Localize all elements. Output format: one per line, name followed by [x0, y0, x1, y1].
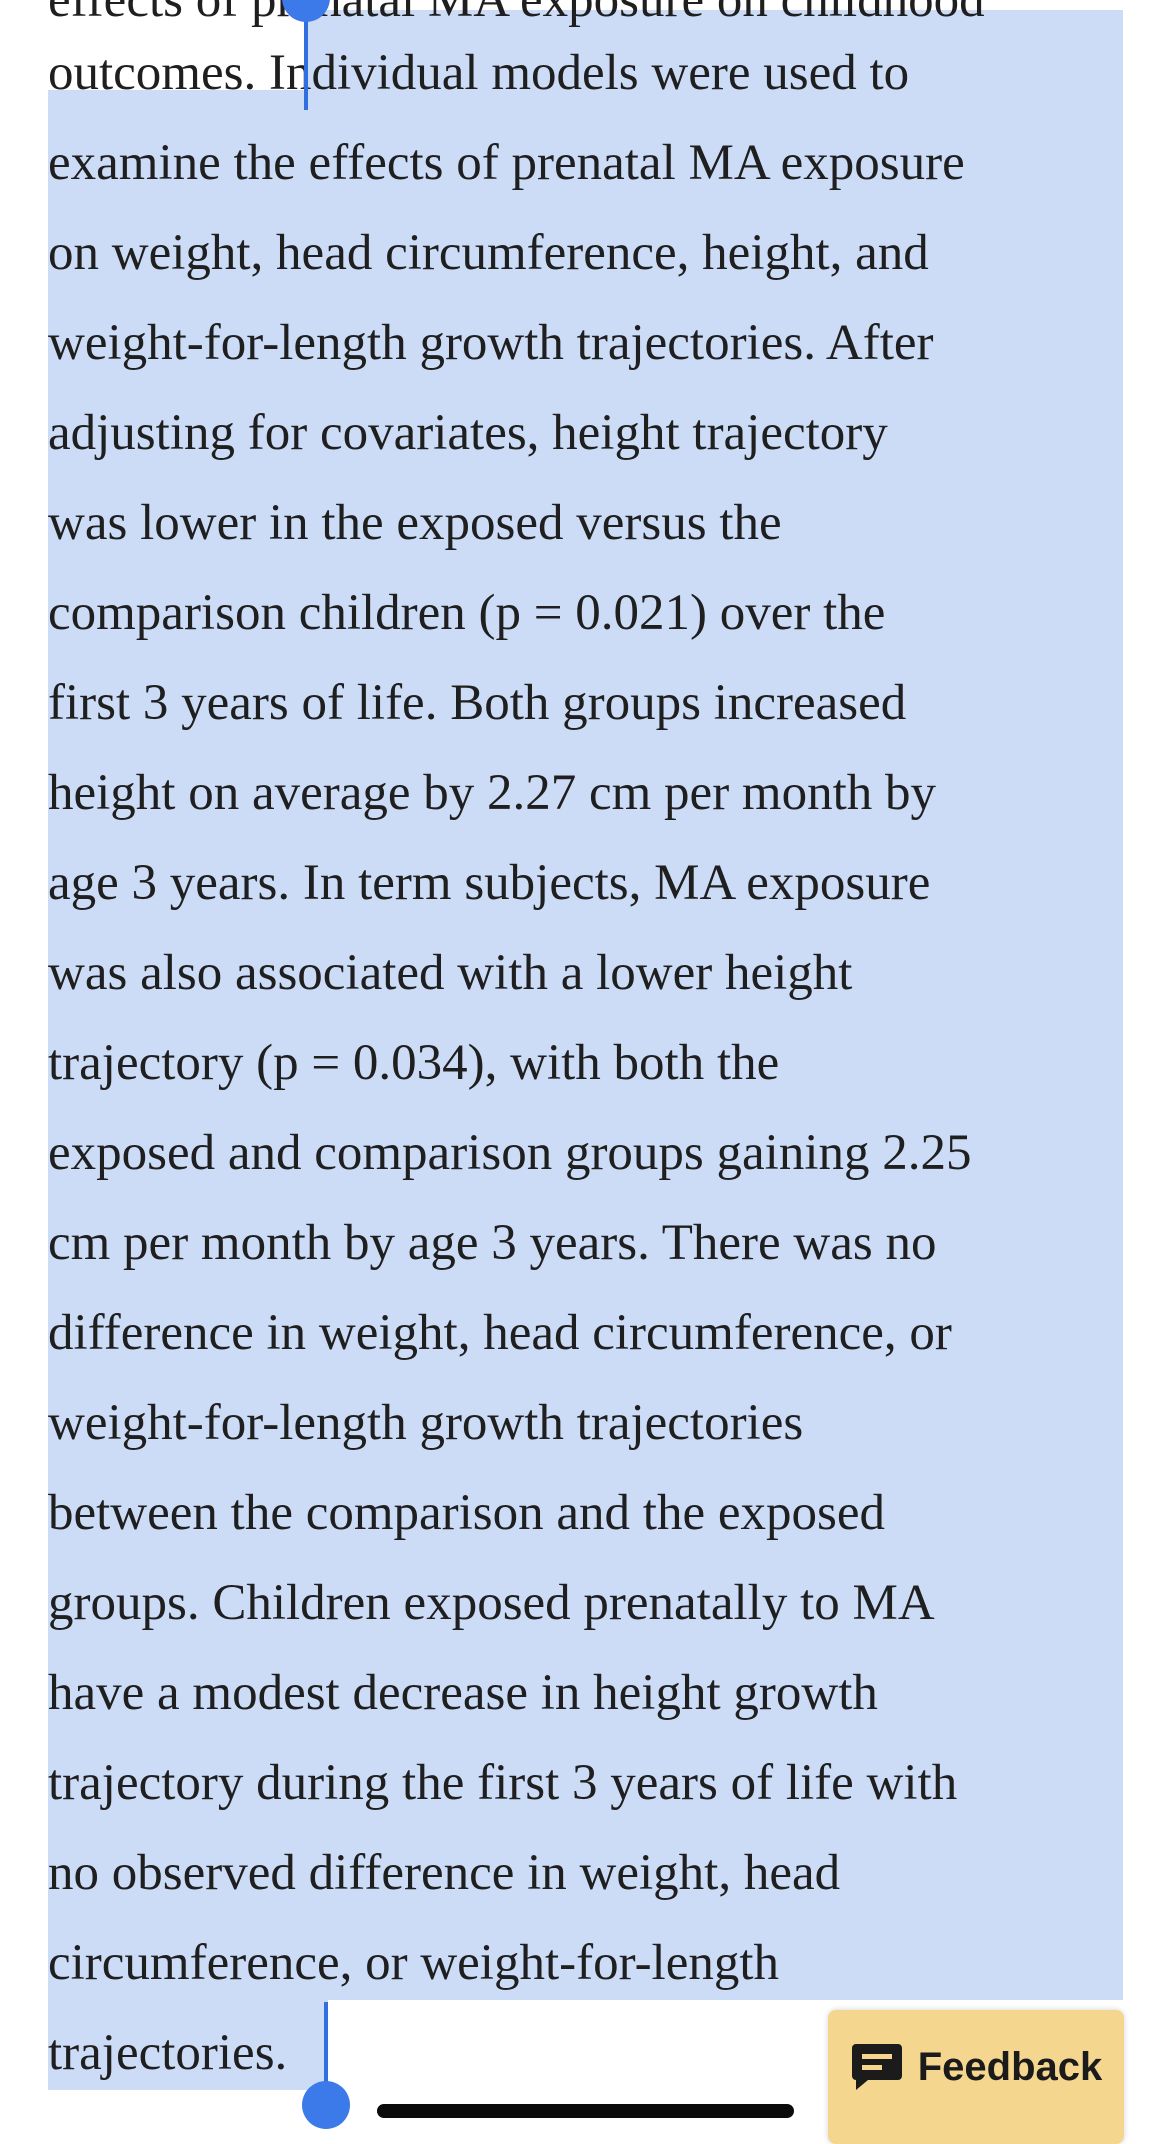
selection-end-handle[interactable] — [302, 2081, 350, 2129]
text-line: examine the effects of prenatal MA expos… — [48, 135, 965, 191]
text-line: no observed difference in weight, head — [48, 1845, 841, 1901]
text-line: weight-for-length growth trajectories. A… — [48, 315, 934, 371]
feedback-button[interactable]: Feedback — [828, 2010, 1124, 2144]
text-line: trajectory during the first 3 years of l… — [48, 1755, 958, 1811]
selection-start-handle[interactable] — [282, 0, 330, 22]
text-line: have a modest decrease in height growth — [48, 1665, 878, 1721]
text-line: between the comparison and the exposed — [48, 1485, 885, 1541]
article-abstract-text: effects of prenatal MA exposure on child… — [48, 0, 1123, 2142]
text-line: first 3 years of life. Both groups incre… — [48, 675, 907, 731]
text-line: difference in weight, head circumference… — [48, 1305, 952, 1361]
text-line: comparison children (p = 0.021) over the — [48, 585, 886, 641]
selection-end-caret — [324, 2002, 328, 2100]
selection-highlight — [308, 10, 1123, 90]
selection-start-caret — [304, 12, 308, 110]
text-line: effects of prenatal MA exposure on child… — [48, 0, 985, 28]
text-line: on weight, head circumference, height, a… — [48, 225, 929, 281]
text-line: exposed and comparison groups gaining 2.… — [48, 1125, 972, 1181]
text-line: outcomes. Individual models were used to — [48, 45, 910, 101]
text-line: circumference, or weight-for-length — [48, 1935, 780, 1991]
text-line: cm per month by age 3 years. There was n… — [48, 1215, 937, 1271]
text-line: was lower in the exposed versus the — [48, 495, 782, 551]
text-line: height on average by 2.27 cm per month b… — [48, 765, 937, 821]
text-line: weight-for-length growth trajectories — [48, 1395, 804, 1451]
home-indicator[interactable] — [377, 2104, 794, 2118]
text-line: groups. Children exposed prenatally to M… — [48, 1575, 935, 1631]
text-line: was also associated with a lower height — [48, 945, 853, 1001]
chat-bubble-icon — [851, 2044, 902, 2090]
text-line: age 3 years. In term subjects, MA exposu… — [48, 855, 931, 911]
text-line: trajectories. — [48, 2025, 288, 2081]
text-line: adjusting for covariates, height traject… — [48, 405, 888, 461]
selection-highlight — [48, 2000, 328, 2090]
text-line: trajectory (p = 0.034), with both the — [48, 1035, 780, 1091]
selection-highlight — [48, 90, 1123, 2000]
feedback-label: Feedback — [917, 2044, 1103, 2089]
